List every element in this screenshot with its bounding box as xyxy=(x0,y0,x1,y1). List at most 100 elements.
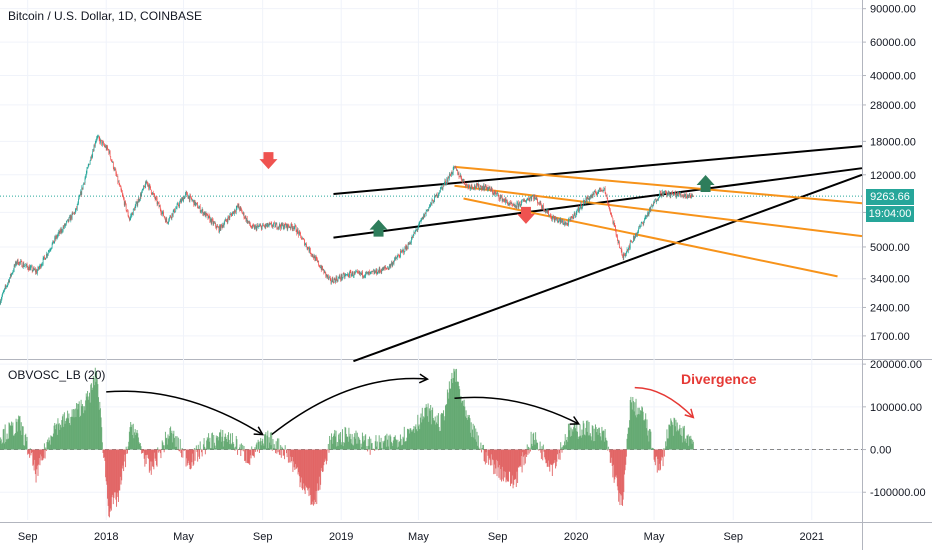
candle-body xyxy=(223,225,224,227)
candle-body xyxy=(384,267,386,269)
candle-body xyxy=(534,195,536,199)
candle-body xyxy=(284,223,286,226)
candle-body xyxy=(5,286,7,287)
candle-body xyxy=(136,201,137,204)
candle-body xyxy=(648,211,650,216)
candle-body xyxy=(169,215,171,218)
divergence-label: Divergence xyxy=(681,371,757,387)
candle-body xyxy=(187,196,189,199)
candle-body xyxy=(467,185,469,188)
candle-body xyxy=(230,214,232,215)
candle-body xyxy=(519,202,520,204)
candle-body xyxy=(470,187,471,189)
osc-trend-arrow xyxy=(634,386,694,419)
candle-body xyxy=(247,221,249,223)
candle-body xyxy=(644,217,646,220)
candle-body xyxy=(416,229,417,231)
candle-body xyxy=(622,255,624,258)
candle-body xyxy=(23,263,25,267)
candle-body xyxy=(375,269,377,273)
candle-body xyxy=(145,181,147,184)
candle-body xyxy=(116,173,117,177)
candle-body xyxy=(453,166,455,168)
candle-body xyxy=(38,266,39,269)
candle-body xyxy=(145,181,146,188)
candle-body xyxy=(430,202,432,205)
candle-body xyxy=(552,216,554,218)
candle-body xyxy=(452,173,453,174)
candle-body xyxy=(573,212,575,216)
candle-body xyxy=(403,251,405,253)
candle-body xyxy=(161,212,163,215)
candle-body xyxy=(198,207,200,209)
candle-body xyxy=(1,296,3,299)
candle-body xyxy=(69,216,70,218)
candle-body xyxy=(232,212,233,216)
candle-body xyxy=(123,196,124,200)
candle-body xyxy=(586,197,587,202)
candle-body xyxy=(289,227,291,228)
candle-body xyxy=(188,196,189,199)
candle-body xyxy=(371,271,373,272)
candle-body xyxy=(85,175,86,179)
candle-body xyxy=(22,263,24,268)
candle-body xyxy=(215,226,217,229)
candle-body xyxy=(92,151,94,156)
candle-body xyxy=(490,188,492,192)
candle-body xyxy=(124,201,126,205)
candle-body xyxy=(82,184,84,190)
candle-body xyxy=(103,142,104,145)
candle-body xyxy=(349,271,351,273)
candle-body xyxy=(122,194,124,197)
candle-body xyxy=(76,203,78,209)
candle-body xyxy=(356,271,357,272)
candle-body xyxy=(383,267,385,269)
candle-body xyxy=(550,214,551,216)
candle-body xyxy=(227,216,229,223)
trend-lines[interactable] xyxy=(333,145,863,363)
osc-tick-label: 200000.00 xyxy=(870,359,922,371)
candle-body xyxy=(513,204,515,206)
candle-body xyxy=(51,243,53,248)
candle-body xyxy=(460,175,462,178)
countdown-tag: 19:04:00 xyxy=(866,206,914,222)
candle-body xyxy=(476,183,478,185)
candle-body xyxy=(256,226,258,230)
candle-body xyxy=(231,214,233,216)
candle-body xyxy=(123,199,125,205)
candle-body xyxy=(528,200,530,201)
candle-body xyxy=(617,235,618,240)
candle-body xyxy=(423,214,424,219)
candle-body xyxy=(520,205,522,206)
candle-body xyxy=(691,194,693,197)
candle-body xyxy=(104,145,106,148)
candle-body xyxy=(35,270,37,273)
candle-body xyxy=(284,223,285,228)
candle-body xyxy=(445,180,446,184)
candle-body xyxy=(55,237,56,240)
candle-body xyxy=(535,197,537,199)
candle-body xyxy=(499,196,501,200)
candle-body xyxy=(515,206,517,208)
candle-body xyxy=(688,195,690,197)
candle-body xyxy=(462,180,464,182)
candle-body xyxy=(300,235,302,240)
price-tick-label: 18000.00 xyxy=(870,136,916,148)
candle-body xyxy=(13,270,14,272)
candle-body xyxy=(159,206,161,208)
candle-body xyxy=(663,192,665,196)
candle-body xyxy=(267,223,269,227)
candle-body xyxy=(170,217,172,219)
indicator-title: OBVOSC_LB (20) xyxy=(8,368,106,382)
candle-body xyxy=(153,193,155,195)
candle-body xyxy=(450,171,452,177)
candle-body xyxy=(202,209,204,215)
candle-body xyxy=(420,221,421,222)
candle-body xyxy=(99,138,101,143)
candle-body xyxy=(461,177,462,181)
candle-body xyxy=(658,196,660,198)
candle-body xyxy=(135,203,137,207)
candle-body xyxy=(106,146,108,150)
candle-body xyxy=(608,204,609,205)
